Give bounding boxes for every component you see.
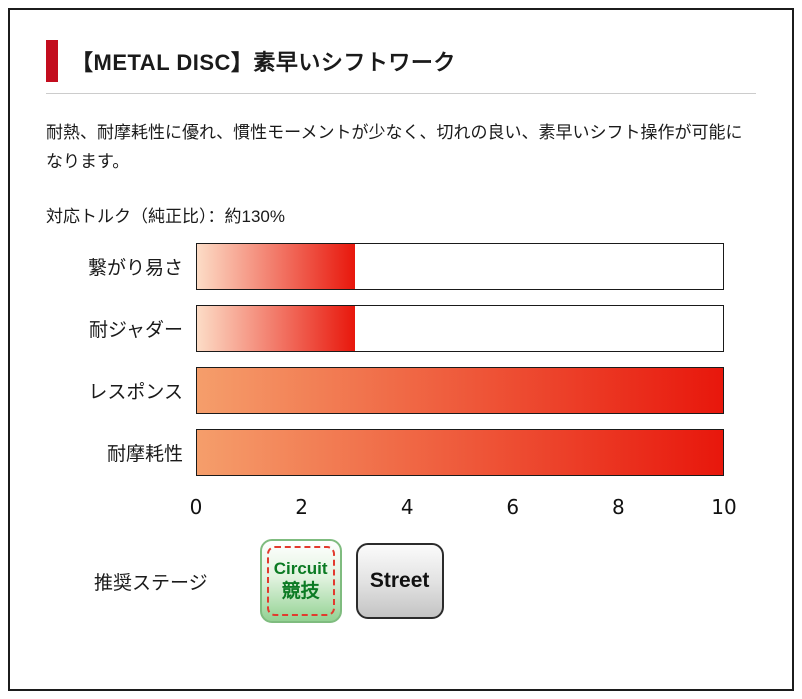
performance-bar-chart: 繋がり易さ耐ジャダーレスポンス耐摩耗性 0 2 4 6 8 10	[46, 243, 737, 523]
bar-fill	[197, 368, 723, 414]
badge-street-label: Street	[369, 569, 430, 593]
axis-tick-label: 4	[400, 495, 414, 520]
chart-row: 繋がり易さ	[46, 243, 724, 291]
chart-category-label: 繋がり易さ	[87, 258, 183, 280]
stage-label: 推奨ステージ	[94, 572, 208, 594]
chart-rows: 繋がり易さ耐ジャダーレスポンス耐摩耗性	[46, 243, 724, 477]
section-header: 【METAL DISC】素早いシフトワーク	[46, 40, 756, 94]
chart-category-label: 耐摩耗性	[106, 444, 183, 466]
chart-category-label: 耐ジャダー	[88, 320, 183, 342]
page-title: 【METAL DISC】素早いシフトワーク	[71, 50, 456, 75]
bar-track	[196, 367, 724, 415]
axis-tick-label: 0	[189, 495, 203, 520]
description-text: 耐熱、耐摩耗性に優れ、慣性モーメントが少なく、切れの良い、素早いシフト操作が可能…	[46, 123, 743, 172]
bar-track	[196, 429, 724, 477]
chart-x-axis: 0 2 4 6 8 10	[190, 491, 737, 523]
bar-fill	[197, 306, 355, 352]
bar-track	[196, 305, 724, 353]
bar-fill	[197, 244, 355, 290]
axis-tick-label: 6	[506, 495, 520, 520]
badge-street: Street	[355, 543, 444, 620]
axis-tick-label: 2	[295, 495, 308, 520]
badge-circuit-label: Circuit	[273, 559, 328, 579]
chart-row: 耐摩耗性	[46, 429, 724, 477]
page-content: 【METAL DISC】素早いシフトワーク 耐熱、耐摩耗性に優れ、慣性モーメント…	[10, 10, 792, 689]
chart-row: レスポンス	[46, 367, 724, 415]
badge-circuit: Circuit 競技	[259, 539, 342, 624]
bar-track	[196, 243, 724, 291]
chart-row: 耐ジャダー	[46, 305, 724, 353]
axis-tick-label: 8	[612, 495, 625, 520]
title-accent-bar	[46, 40, 58, 82]
torque-note: 対応トルク（純正比）：約130%	[46, 207, 285, 227]
chart-category-label: レスポンス	[88, 382, 183, 404]
badge-circuit-sublabel: 競技	[281, 581, 320, 603]
axis-tick-label: 10	[711, 495, 737, 520]
bar-fill	[197, 430, 723, 476]
recommended-stage-row: 推奨ステージ Circuit 競技 Street	[46, 539, 756, 624]
